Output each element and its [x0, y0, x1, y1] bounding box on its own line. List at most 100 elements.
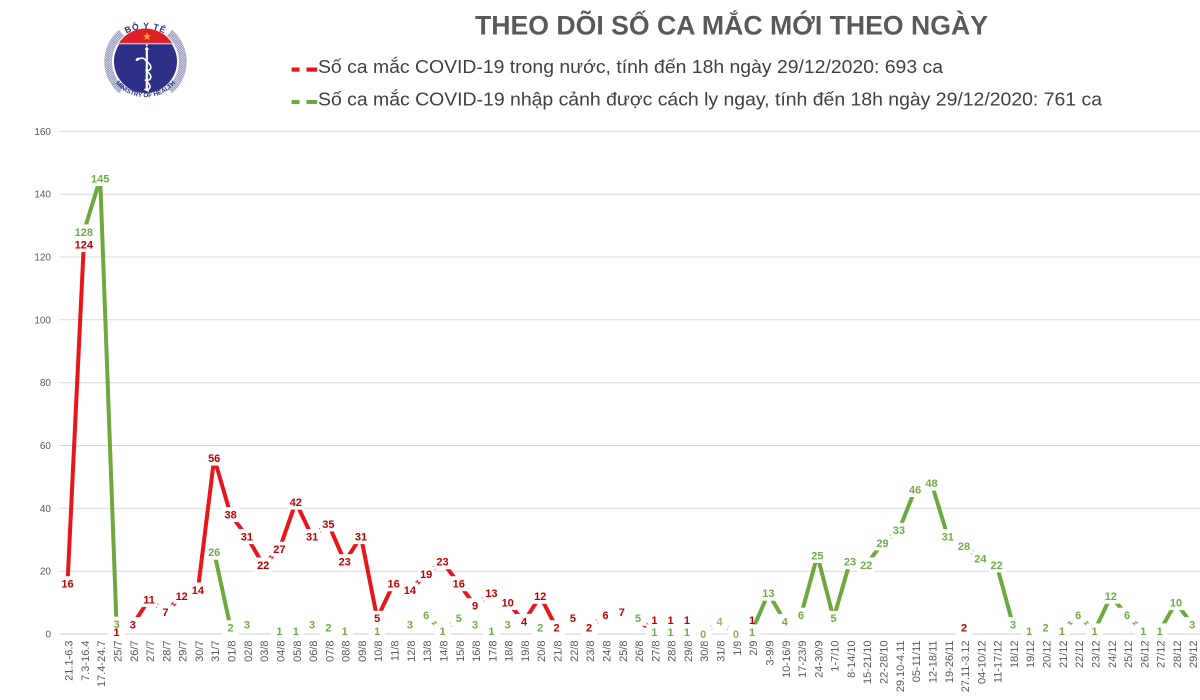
svg-text:1: 1 — [749, 627, 755, 639]
svg-text:40: 40 — [40, 504, 52, 515]
svg-text:2: 2 — [961, 623, 967, 635]
svg-text:31: 31 — [241, 532, 253, 544]
svg-text:1/9: 1/9 — [732, 641, 744, 656]
svg-text:Số ca mắc COVID-19 trong nước,: Số ca mắc COVID-19 trong nước, tính đến … — [318, 56, 944, 77]
svg-text:5: 5 — [831, 613, 837, 625]
svg-text:31/7: 31/7 — [210, 641, 222, 662]
svg-text:124: 124 — [75, 239, 94, 251]
svg-text:5: 5 — [456, 613, 462, 625]
svg-text:140: 140 — [34, 190, 51, 201]
svg-text:80: 80 — [40, 378, 52, 389]
svg-text:29.10-4.11: 29.10-4.11 — [895, 641, 907, 693]
svg-text:03/8: 03/8 — [259, 641, 271, 662]
svg-text:12: 12 — [534, 591, 546, 603]
svg-text:22/8: 22/8 — [569, 641, 581, 662]
svg-text:2: 2 — [537, 623, 543, 635]
svg-text:19: 19 — [420, 569, 432, 581]
svg-text:1: 1 — [684, 627, 690, 639]
svg-text:7: 7 — [619, 607, 625, 619]
svg-text:31: 31 — [942, 532, 954, 544]
svg-text:12/8: 12/8 — [406, 641, 418, 662]
svg-text:24/8: 24/8 — [601, 641, 613, 662]
svg-text:25/8: 25/8 — [618, 641, 630, 662]
svg-text:1: 1 — [342, 626, 348, 638]
svg-text:5: 5 — [635, 613, 641, 625]
svg-text:48: 48 — [925, 478, 937, 490]
svg-text:3-9/9: 3-9/9 — [764, 641, 776, 666]
svg-text:1: 1 — [293, 626, 299, 638]
svg-text:30/7: 30/7 — [194, 641, 206, 662]
svg-text:25/12: 25/12 — [1123, 641, 1135, 669]
svg-text:3: 3 — [309, 620, 315, 632]
svg-text:1: 1 — [668, 615, 674, 627]
svg-text:13: 13 — [762, 588, 774, 600]
svg-text:18/12: 18/12 — [1009, 641, 1021, 669]
svg-text:3: 3 — [472, 620, 478, 632]
svg-text:04/8: 04/8 — [275, 641, 287, 662]
svg-text:19-26/11: 19-26/11 — [944, 641, 956, 684]
svg-text:4: 4 — [716, 616, 723, 628]
svg-text:29/7: 29/7 — [178, 641, 190, 662]
svg-text:1: 1 — [488, 626, 494, 638]
svg-text:15-21/10: 15-21/10 — [862, 641, 874, 684]
svg-text:3: 3 — [407, 620, 413, 632]
svg-text:6: 6 — [602, 610, 608, 622]
svg-text:Số ca mắc COVID-19 nhập cảnh đ: Số ca mắc COVID-19 nhập cảnh được cách l… — [318, 88, 1103, 109]
svg-text:14/8: 14/8 — [439, 641, 451, 662]
svg-text:1: 1 — [374, 626, 380, 638]
svg-text:1: 1 — [684, 615, 690, 627]
svg-text:3: 3 — [1010, 620, 1016, 632]
svg-text:14: 14 — [192, 585, 205, 597]
svg-text:7: 7 — [162, 607, 168, 619]
svg-text:128: 128 — [75, 227, 93, 239]
svg-text:2: 2 — [325, 623, 331, 635]
svg-text:14: 14 — [404, 585, 417, 597]
svg-text:01/8: 01/8 — [227, 641, 239, 662]
svg-text:22-28/10: 22-28/10 — [879, 641, 891, 684]
svg-text:17.4-24.7: 17.4-24.7 — [96, 641, 108, 687]
svg-text:21.1-6.3: 21.1-6.3 — [64, 641, 76, 681]
svg-text:1: 1 — [439, 626, 445, 638]
svg-text:THEO DÕI SỐ CA MẮC MỚI THEO NG: THEO DÕI SỐ CA MẮC MỚI THEO NGÀY — [475, 9, 988, 41]
svg-text:26/8: 26/8 — [634, 641, 646, 662]
svg-text:09/8: 09/8 — [357, 641, 369, 662]
svg-text:18/8: 18/8 — [504, 641, 516, 662]
svg-text:6: 6 — [1075, 610, 1081, 622]
svg-text:6: 6 — [1124, 610, 1130, 622]
svg-text:27/8: 27/8 — [650, 641, 662, 662]
svg-text:16: 16 — [453, 579, 465, 591]
svg-text:26/7: 26/7 — [129, 641, 141, 662]
svg-text:10: 10 — [1170, 598, 1182, 610]
svg-text:24-30/9: 24-30/9 — [813, 641, 825, 678]
svg-text:1: 1 — [1059, 626, 1065, 638]
svg-text:20/8: 20/8 — [536, 641, 548, 662]
svg-text:9: 9 — [472, 601, 478, 613]
svg-text:23: 23 — [339, 557, 351, 569]
svg-text:07/8: 07/8 — [324, 641, 336, 662]
svg-text:13/8: 13/8 — [422, 641, 434, 662]
svg-text:21/12: 21/12 — [1058, 641, 1070, 669]
svg-text:02/8: 02/8 — [243, 641, 255, 662]
svg-text:56: 56 — [208, 453, 220, 465]
svg-text:29/8: 29/8 — [683, 641, 695, 662]
svg-text:10: 10 — [502, 598, 514, 610]
svg-text:28/8: 28/8 — [667, 641, 679, 662]
svg-text:3: 3 — [113, 619, 119, 631]
svg-text:1: 1 — [1026, 626, 1032, 638]
svg-text:29/12: 29/12 — [1188, 641, 1200, 669]
svg-text:10-16/9: 10-16/9 — [781, 641, 793, 678]
svg-text:31: 31 — [355, 532, 367, 544]
svg-text:35: 35 — [322, 519, 334, 531]
svg-text:22: 22 — [257, 560, 269, 572]
svg-text:11/8: 11/8 — [390, 641, 402, 662]
svg-text:30/8: 30/8 — [699, 641, 711, 662]
svg-text:16: 16 — [61, 579, 73, 591]
svg-text:1: 1 — [749, 615, 755, 627]
svg-text:0: 0 — [700, 629, 706, 641]
svg-text:28: 28 — [958, 541, 970, 553]
svg-text:22: 22 — [990, 560, 1002, 572]
svg-text:2: 2 — [586, 623, 592, 635]
svg-text:25/7: 25/7 — [113, 641, 125, 662]
svg-text:10/8: 10/8 — [373, 641, 385, 662]
svg-text:17-23/9: 17-23/9 — [797, 641, 809, 678]
